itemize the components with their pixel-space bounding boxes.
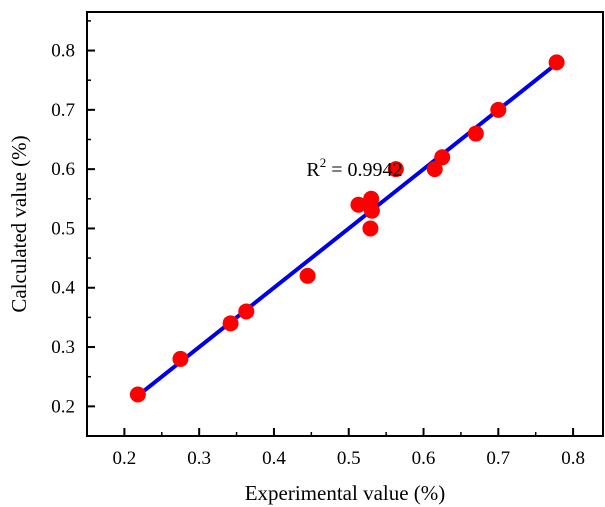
data-point: [238, 303, 255, 320]
y-tick-label: 0.6: [51, 159, 75, 180]
axis-ticks: 0.2 0.3 0.4 0.5 0.6 0.7 0.8 0.2 0.3 0.4 0.5 0.6 0.7 0…: [51, 20, 585, 469]
r-squared-annotation: R2 = 0.9942: [306, 155, 402, 181]
r-squared-base: R: [306, 159, 320, 181]
y-axis-title: Calculated value (%): [7, 135, 31, 312]
data-points: [129, 54, 565, 403]
y-tick-label: 0.4: [51, 278, 75, 299]
plot-frame: [86, 11, 604, 437]
x-tick-label: 0.6: [412, 448, 436, 469]
fit-line-group: [135, 61, 559, 398]
data-point: [490, 101, 507, 118]
y-tick-label: 0.5: [51, 218, 75, 239]
data-point: [350, 196, 367, 213]
y-tick-label: 0.3: [51, 337, 75, 358]
y-tick-label: 0.2: [51, 396, 75, 417]
x-tick-label: 0.3: [187, 448, 211, 469]
r-squared-sup: 2: [320, 155, 327, 170]
data-point: [129, 386, 146, 403]
x-tick-label: 0.4: [262, 448, 286, 469]
y-tick-label: 0.8: [51, 41, 75, 62]
x-tick-label: 0.8: [561, 448, 585, 469]
x-axis-title: Experimental value (%): [245, 481, 446, 505]
fit-line: [135, 61, 559, 398]
y-tick-label: 0.7: [51, 100, 75, 121]
data-point: [172, 350, 189, 367]
data-point: [222, 315, 239, 332]
x-tick-label: 0.5: [337, 448, 361, 469]
data-point: [362, 220, 379, 237]
r-squared-value: = 0.9942: [326, 159, 402, 181]
x-tick-label: 0.7: [486, 448, 510, 469]
data-point: [363, 190, 380, 207]
data-point: [363, 202, 380, 219]
data-point: [426, 161, 443, 178]
x-tick-label: 0.2: [113, 448, 137, 469]
data-point: [387, 161, 404, 178]
data-point: [299, 267, 316, 284]
data-point: [434, 149, 451, 166]
data-point: [467, 125, 484, 142]
data-point: [548, 54, 565, 71]
